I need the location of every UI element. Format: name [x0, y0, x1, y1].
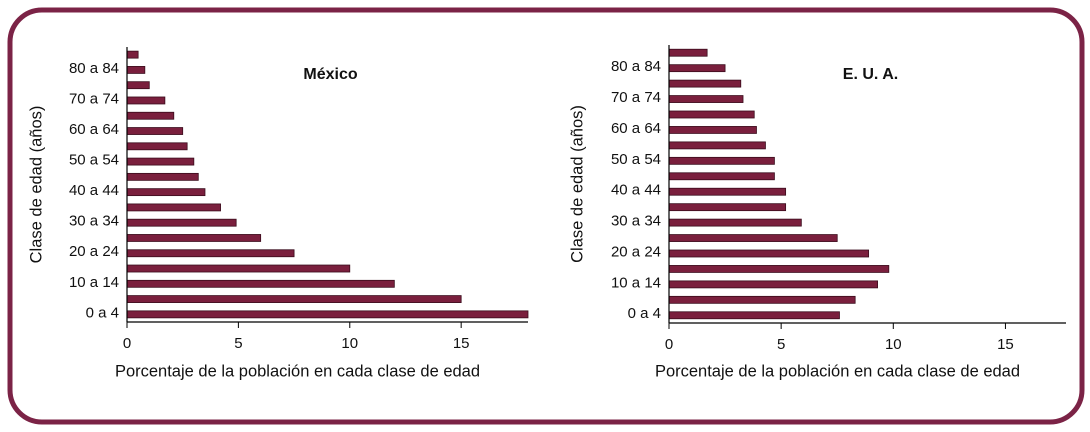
y-tick-label: 40 a 44 — [69, 182, 119, 199]
x-tick-label: 0 — [665, 336, 673, 353]
y-tick-label: 70 a 74 — [69, 90, 119, 107]
x-tick-label: 10 — [885, 336, 902, 353]
bar — [126, 295, 462, 303]
y-tick-label: 70 a 74 — [611, 89, 661, 106]
bar — [668, 234, 838, 242]
bar — [668, 280, 878, 289]
x-axis-label: Porcentaje de la población en cada clase… — [115, 362, 480, 380]
chart-title: E. U. A. — [843, 66, 898, 83]
bar — [126, 50, 139, 59]
bar — [668, 95, 744, 103]
y-tick-label: 60 a 64 — [611, 120, 661, 137]
bar — [126, 234, 262, 242]
y-tick-label: 80 a 84 — [611, 58, 661, 75]
x-tick-label: 0 — [123, 335, 131, 352]
bar — [126, 218, 237, 227]
y-axis-label: Clase de edad (años) — [27, 106, 45, 264]
y-tick-label: 20 a 24 — [611, 243, 661, 260]
bar — [668, 141, 766, 150]
frame — [7, 7, 1085, 425]
y-tick-label: 20 a 24 — [69, 243, 119, 260]
bar — [126, 172, 199, 181]
y-tick-label: 80 a 84 — [69, 60, 119, 77]
bar — [668, 172, 775, 181]
y-tick-label: 30 a 34 — [69, 213, 119, 230]
bar — [668, 249, 870, 258]
y-tick-label: 50 a 54 — [611, 151, 661, 168]
y-tick-label: 40 a 44 — [611, 182, 661, 199]
x-tick-label: 5 — [777, 336, 785, 353]
bar — [126, 203, 221, 212]
x-tick-label: 5 — [234, 335, 242, 352]
bar — [668, 265, 890, 273]
bar — [126, 310, 529, 319]
bar — [126, 279, 395, 288]
bar — [668, 295, 856, 304]
x-tick-label: 15 — [997, 336, 1014, 353]
bar — [126, 188, 206, 197]
bar — [668, 79, 742, 88]
bar — [126, 249, 295, 258]
bar — [126, 264, 351, 273]
bar — [668, 156, 775, 165]
bar — [126, 142, 188, 151]
y-axis-label: Clase de edad (años) — [568, 105, 586, 263]
x-axis-label: Porcentaje de la población en cada clase… — [655, 362, 1020, 380]
bar — [126, 96, 166, 105]
bar — [126, 111, 175, 120]
bar — [668, 218, 802, 227]
bar — [668, 64, 726, 73]
bar — [668, 187, 787, 196]
x-tick-label: 10 — [341, 335, 358, 352]
y-tick-label: 60 a 64 — [69, 121, 119, 138]
y-tick-label: 10 a 14 — [611, 274, 661, 291]
y-tick-label: 0 a 4 — [628, 305, 661, 322]
chart-title: México — [303, 66, 357, 83]
y-tick-label: 0 a 4 — [86, 304, 119, 321]
bar — [668, 48, 708, 57]
bar — [126, 127, 184, 135]
y-tick-label: 10 a 14 — [69, 274, 119, 291]
x-tick-label: 15 — [453, 335, 470, 352]
bar — [668, 110, 755, 119]
y-tick-label: 30 a 34 — [611, 213, 661, 230]
bar — [126, 81, 150, 90]
y-tick-label: 50 a 54 — [69, 152, 119, 169]
bar — [668, 311, 840, 320]
bar — [126, 66, 146, 74]
bar — [126, 157, 195, 166]
bar — [668, 203, 787, 212]
bar — [668, 126, 757, 134]
